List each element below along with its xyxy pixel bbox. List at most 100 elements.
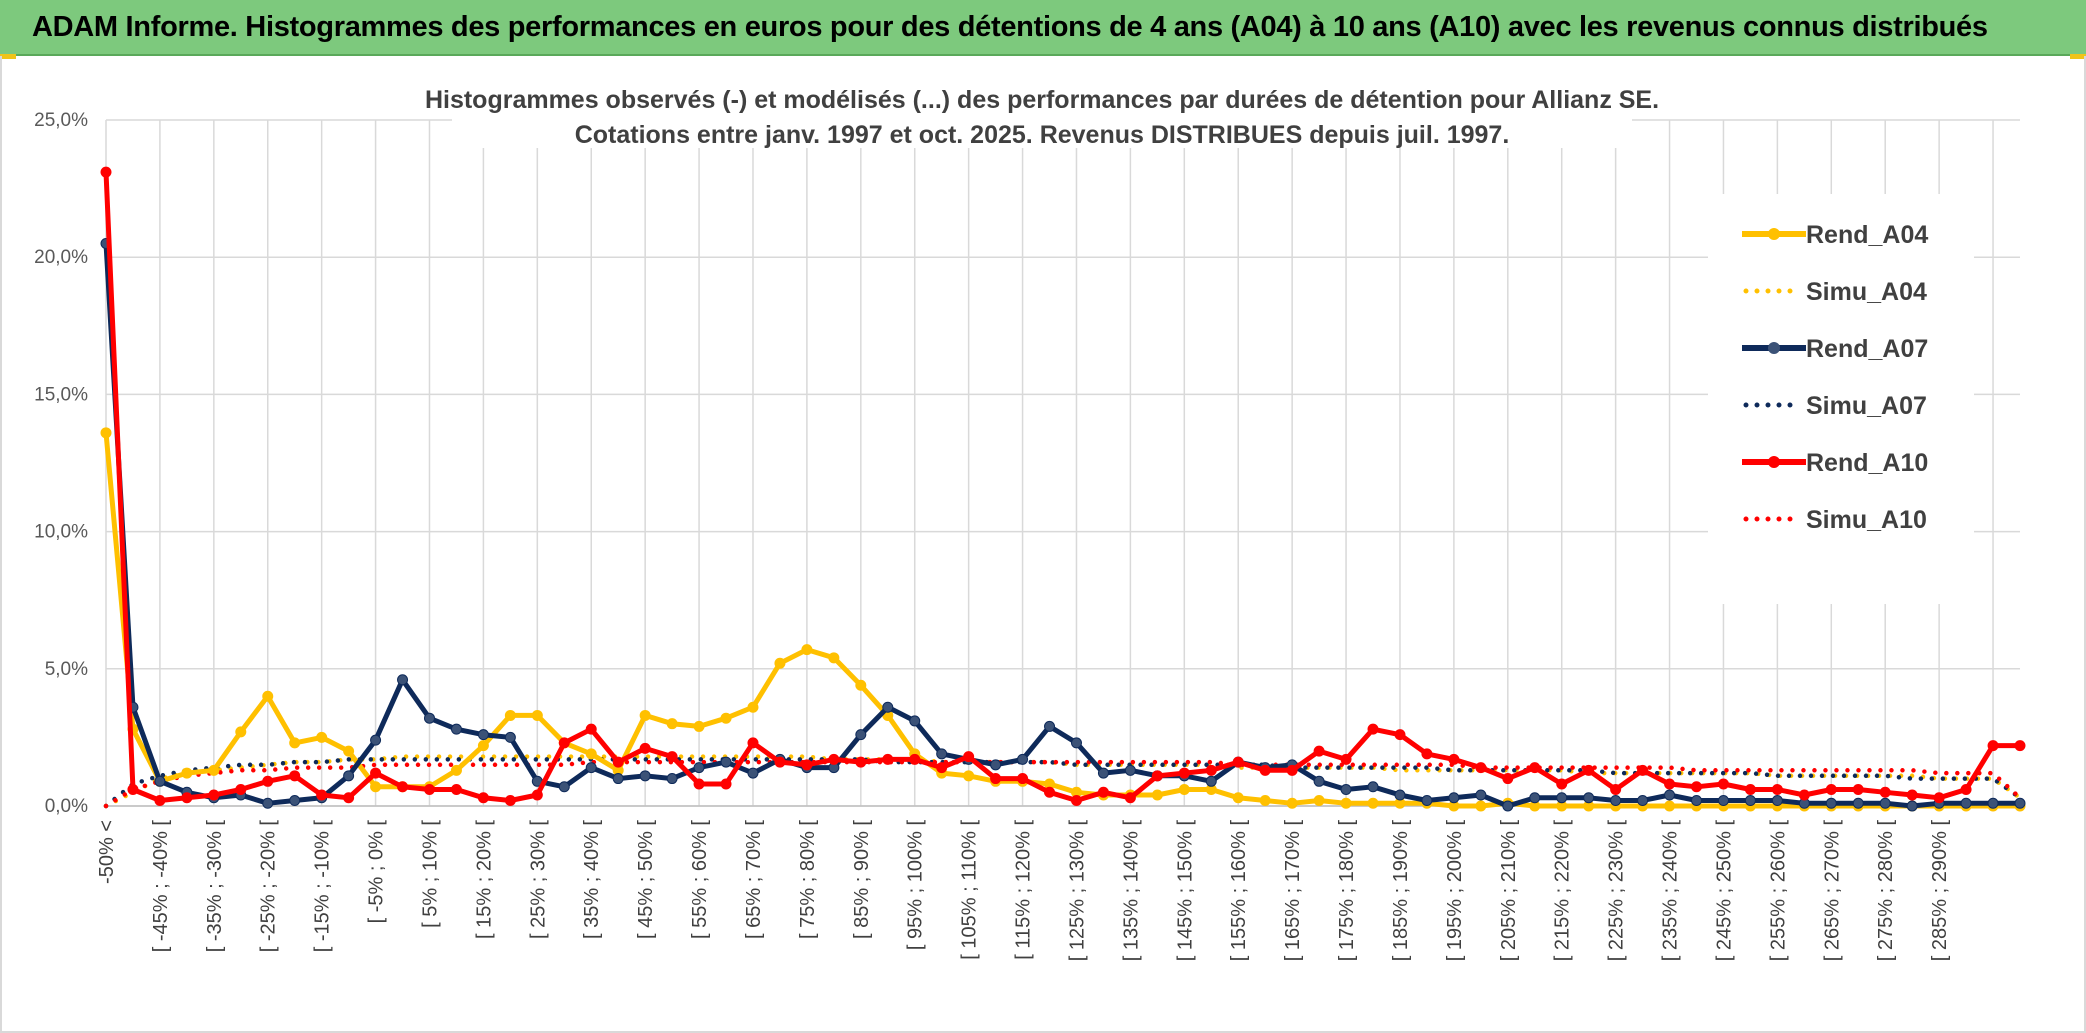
x-tick-label: [ 145% ; 150% [	[1174, 820, 1196, 962]
x-tick-label: [ 105% ; 110% [	[959, 820, 981, 960]
data-point	[747, 737, 759, 749]
chart-legend: Rend_A04 Simu_A04 Rend_A07 Simu_A07 Rend_A10…	[1708, 194, 1974, 604]
data-point	[289, 770, 301, 782]
data-point	[289, 737, 301, 749]
x-tick-label: [ 215% ; 220% [	[1552, 820, 1574, 962]
data-point	[1340, 797, 1352, 809]
x-tick-label: [ 235% ; 240% [	[1660, 820, 1682, 962]
x-tick-label: [ 65% ; 70% [	[743, 820, 765, 939]
data-point	[127, 784, 139, 796]
x-tick-label: [ 125% ; 130% [	[1066, 820, 1088, 962]
legend-item-Simu_A10: Simu_A10	[1743, 506, 1927, 534]
x-tick-label: [ 55% ; 60% [	[689, 820, 711, 939]
x-axis: -50% < [ -45% ; -40% [[ -35% ; -30% [[ -2…	[96, 820, 1951, 962]
data-point	[262, 690, 274, 702]
data-point	[693, 720, 705, 732]
data-point	[666, 751, 678, 763]
chart-title: Histogrammes observés (-) et modélisés (…	[425, 86, 1659, 114]
data-point	[828, 652, 840, 664]
data-point	[990, 773, 1002, 785]
data-point	[1205, 764, 1217, 776]
data-point	[1637, 795, 1649, 807]
data-point	[2014, 797, 2026, 809]
data-point	[289, 795, 301, 807]
legend-item-Rend_A04: Rend_A04	[1742, 221, 1928, 249]
data-point	[316, 731, 328, 743]
data-point	[1313, 745, 1325, 757]
data-point	[316, 789, 328, 801]
data-point	[1744, 795, 1756, 807]
data-point	[1879, 797, 1891, 809]
x-tick-label: [ 265% ; 270% [	[1821, 820, 1843, 962]
chart-frame	[0, 56, 2086, 1033]
data-point	[990, 759, 1002, 771]
x-tick-label: -50% <	[96, 820, 118, 884]
data-point	[154, 795, 166, 807]
data-point	[747, 701, 759, 713]
x-tick-label: [ 225% ; 230% [	[1606, 820, 1628, 962]
data-point	[1852, 797, 1864, 809]
legend-item-Simu_A04: Simu_A04	[1743, 278, 1927, 306]
data-point	[585, 748, 597, 760]
data-point	[693, 778, 705, 790]
data-point	[639, 709, 651, 721]
legend-label: Rend_A07	[1806, 335, 1928, 363]
data-point	[504, 795, 516, 807]
data-point	[1960, 797, 1972, 809]
data-point	[1421, 795, 1433, 807]
x-tick-label: [ 45% ; 50% [	[635, 820, 657, 939]
data-point	[1286, 797, 1298, 809]
data-point	[1744, 784, 1756, 796]
x-tick-label: [ 75% ; 80% [	[797, 820, 819, 939]
chart-title-background	[452, 78, 1632, 148]
data-point	[963, 770, 975, 782]
data-point	[1664, 800, 1676, 812]
corner-accent-left	[0, 54, 16, 59]
legend-item-Rend_A10: Rend_A10	[1742, 449, 1928, 477]
data-point	[397, 781, 409, 793]
x-tick-label: [ 25% ; 30% [	[527, 820, 549, 939]
x-tick-label: [ 5% ; 10% [	[419, 820, 441, 928]
data-point	[1070, 737, 1082, 749]
legend-background	[1708, 194, 1974, 604]
legend-label: Rend_A10	[1806, 449, 1928, 477]
data-point	[1340, 753, 1352, 765]
x-tick-label: [ 85% ; 90% [	[851, 820, 873, 939]
data-point	[397, 674, 409, 686]
data-point	[2014, 740, 2026, 752]
data-point	[1933, 792, 1945, 804]
y-tick-label: 20,0%	[34, 247, 88, 268]
data-point	[1691, 781, 1703, 793]
legend-marker	[1768, 456, 1780, 468]
data-point	[936, 748, 948, 760]
data-point	[720, 712, 732, 724]
data-point	[262, 797, 274, 809]
data-point	[100, 166, 112, 178]
data-point	[504, 709, 516, 721]
x-tick-label: [ -15% ; -10% [	[312, 820, 334, 953]
series-Simu_A07	[103, 757, 2023, 809]
y-tick-label: 0,0%	[45, 796, 88, 817]
data-point	[909, 753, 921, 765]
x-tick-label: [ 205% ; 210% [	[1498, 820, 1520, 962]
data-point	[720, 756, 732, 768]
data-point	[1313, 775, 1325, 787]
data-point	[801, 759, 813, 771]
x-tick-label: [ 175% ; 180% [	[1336, 820, 1358, 962]
data-point	[1421, 748, 1433, 760]
data-point	[612, 773, 624, 785]
x-tick-label: [ 35% ; 40% [	[581, 820, 603, 939]
data-point	[1394, 789, 1406, 801]
data-point	[1259, 764, 1271, 776]
data-point	[1691, 795, 1703, 807]
series-Rend_A10	[100, 166, 2026, 807]
data-point	[477, 792, 489, 804]
data-point	[477, 729, 489, 741]
x-tick-label: [ -45% ; -40% [	[150, 820, 172, 953]
corner-accent-right	[2070, 54, 2086, 59]
data-point	[855, 679, 867, 691]
data-point	[1610, 784, 1622, 796]
data-point	[558, 781, 570, 793]
y-tick-label: 15,0%	[34, 384, 88, 405]
